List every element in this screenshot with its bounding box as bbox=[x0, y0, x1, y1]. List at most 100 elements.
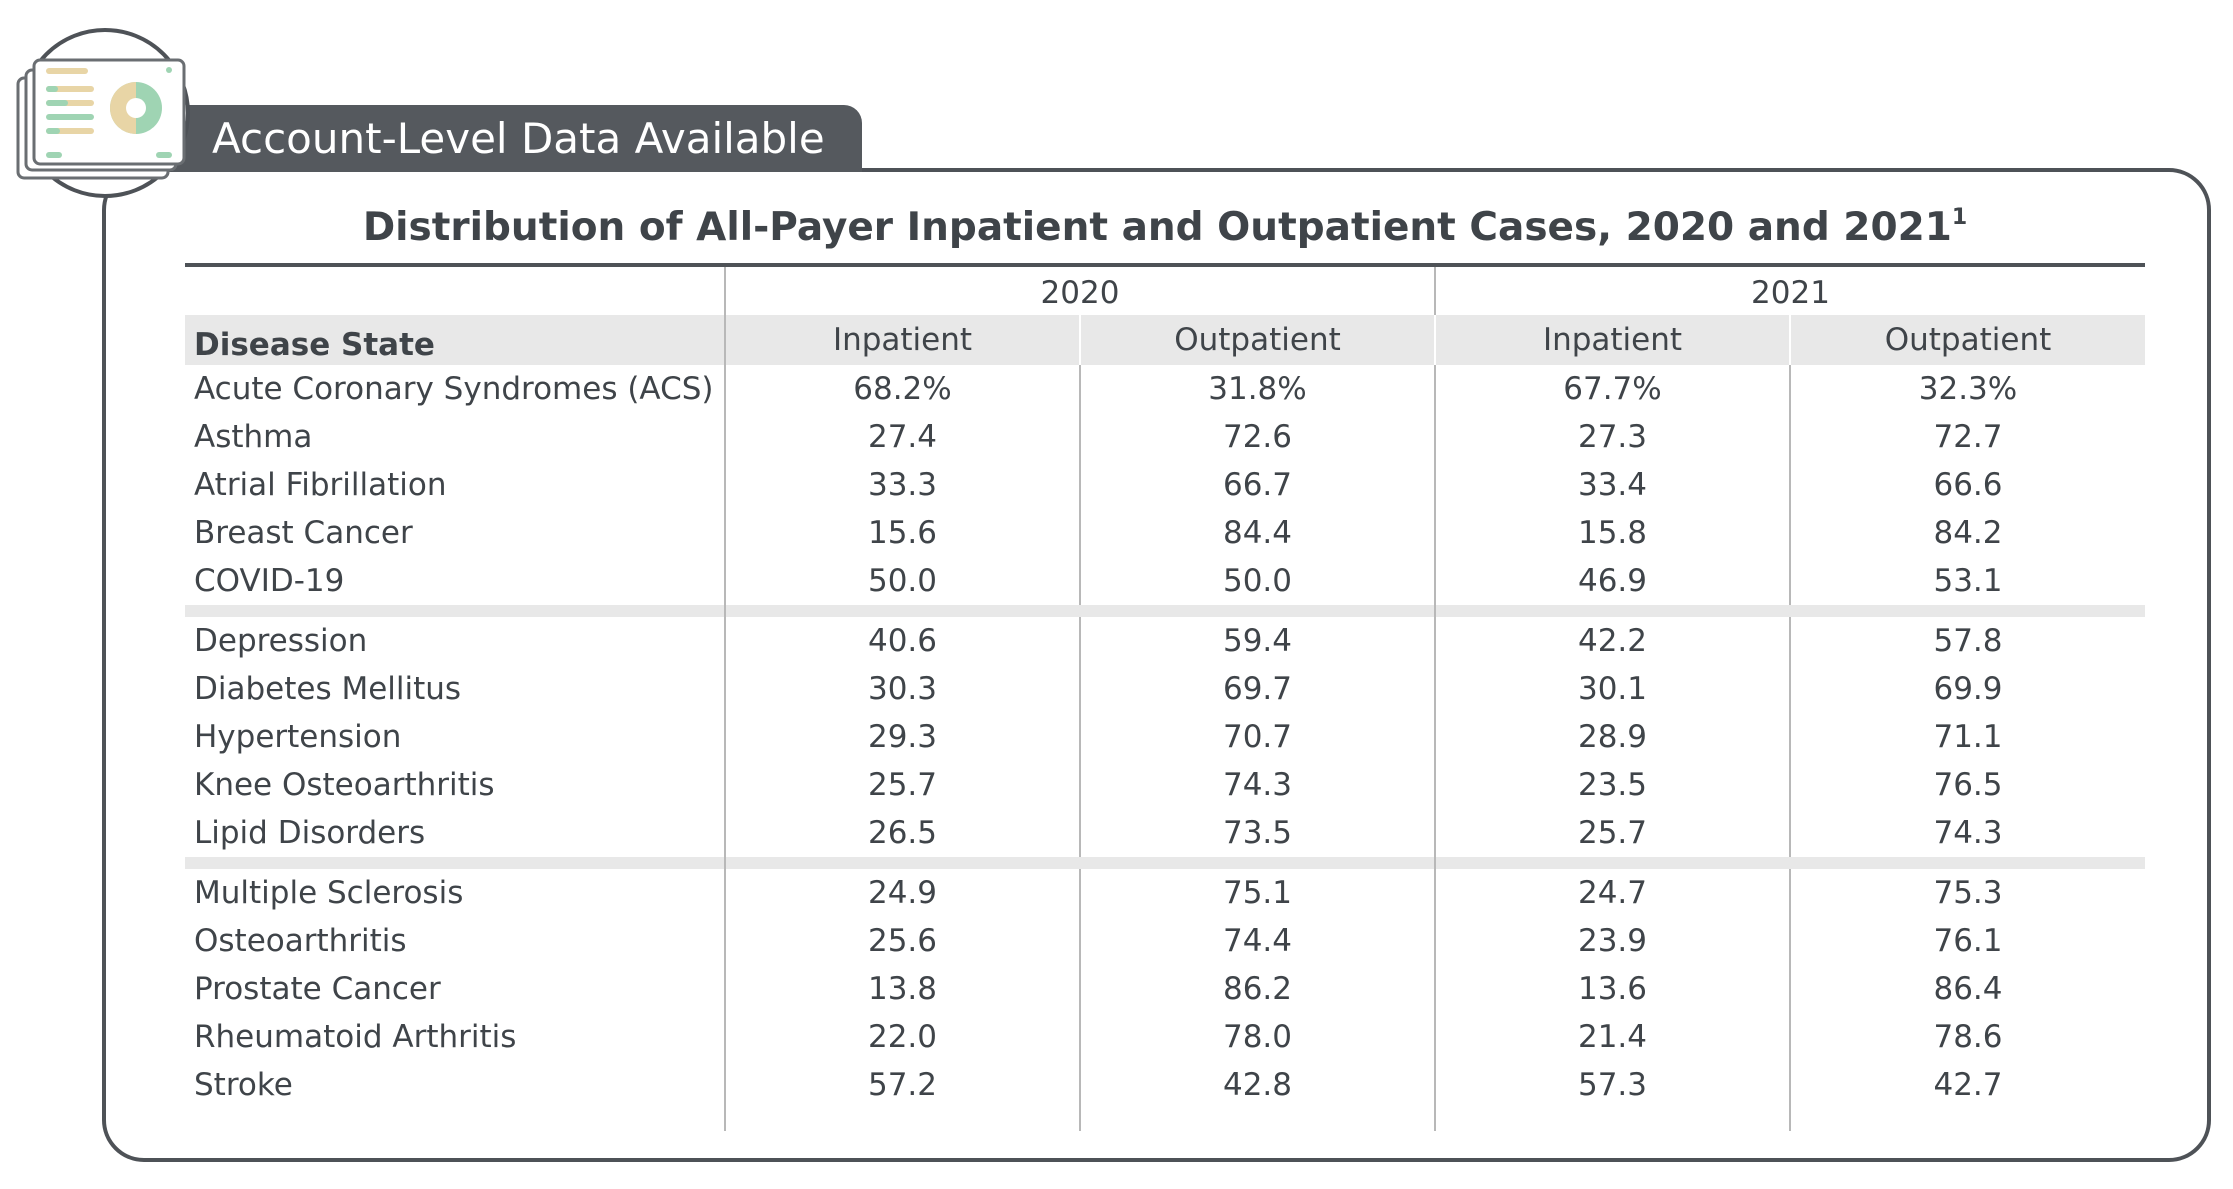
value-2021-inpatient: 30.1 bbox=[1434, 665, 1790, 713]
data-table: 2020 2021 Disease State Inpatient Outpat… bbox=[185, 267, 2145, 1131]
value-2020-outpatient: 73.5 bbox=[1079, 809, 1435, 857]
value-2021-inpatient: 15.8 bbox=[1434, 509, 1790, 557]
data-table-wrapper: 2020 2021 Disease State Inpatient Outpat… bbox=[185, 263, 2145, 1131]
table-row-acute-coronary-syndromes-acs: Acute Coronary Syndromes (ACS) 68.2% 31.8%… bbox=[185, 365, 2145, 413]
group-separator-cell bbox=[1790, 857, 2145, 869]
group-separator-cell bbox=[724, 605, 1080, 617]
value-2020-outpatient: 50.0 bbox=[1079, 557, 1435, 605]
group-separator-cell bbox=[185, 605, 725, 617]
table-row-asthma: Asthma 27.4 72.6 27.3 72.7 bbox=[185, 413, 2145, 461]
value-2020-inpatient: 50.0 bbox=[724, 557, 1080, 605]
table-row-stroke: Stroke 57.2 42.8 57.3 42.7 bbox=[185, 1061, 2145, 1109]
group-separator-cell bbox=[1080, 605, 1435, 617]
table-row-breast-cancer: Breast Cancer 15.6 84.4 15.8 84.2 bbox=[185, 509, 2145, 557]
disease-name: Rheumatoid Arthritis bbox=[194, 1019, 517, 1055]
table-title: Distribution of All-Payer Inpatient and … bbox=[185, 205, 2145, 250]
group-separator-cell bbox=[1790, 605, 2145, 617]
disease-name: Stroke bbox=[194, 1067, 293, 1103]
value-2021-inpatient: 28.9 bbox=[1434, 713, 1790, 761]
year-header-2021: 2021 bbox=[1434, 267, 2145, 315]
disease-name: Asthma bbox=[194, 419, 313, 455]
value-2020-outpatient: 75.1 bbox=[1079, 869, 1435, 917]
padding-cell bbox=[1434, 1109, 1790, 1131]
value-2020-outpatient: 69.7 bbox=[1079, 665, 1435, 713]
table-row-multiple-sclerosis: Multiple Sclerosis 24.9 75.1 24.7 75.3 bbox=[185, 869, 2145, 917]
disease-name: Lipid Disorders bbox=[194, 815, 426, 851]
table-row-knee-osteoarthritis: Knee Osteoarthritis 25.7 74.3 23.5 76.5 bbox=[185, 761, 2145, 809]
value-2021-inpatient: 23.5 bbox=[1434, 761, 1790, 809]
value-2021-outpatient: 57.8 bbox=[1789, 617, 2145, 665]
report-dashboard-icon bbox=[16, 58, 186, 180]
value-2021-outpatient: 78.6 bbox=[1789, 1013, 2145, 1061]
value-2020-outpatient: 72.6 bbox=[1079, 413, 1435, 461]
disease-name: COVID-19 bbox=[194, 563, 345, 599]
group-separator bbox=[185, 857, 2145, 869]
column-header-2020-inpatient: Inpatient bbox=[724, 315, 1080, 365]
value-2020-inpatient: 25.7 bbox=[724, 761, 1080, 809]
group-separator-cell bbox=[1080, 857, 1435, 869]
value-2021-outpatient: 42.7 bbox=[1789, 1061, 2145, 1109]
value-2021-inpatient: 24.7 bbox=[1434, 869, 1790, 917]
value-2020-outpatient: 31.8% bbox=[1079, 365, 1435, 413]
value-2020-outpatient: 66.7 bbox=[1079, 461, 1435, 509]
table-title-text: Distribution of All-Payer Inpatient and … bbox=[362, 205, 1952, 250]
value-2020-inpatient: 40.6 bbox=[724, 617, 1080, 665]
value-2021-outpatient: 84.2 bbox=[1789, 509, 2145, 557]
table-row-lipid-disorders: Lipid Disorders 26.5 73.5 25.7 74.3 bbox=[185, 809, 2145, 857]
disease-name: Multiple Sclerosis bbox=[194, 875, 464, 911]
group-separator-cell bbox=[1434, 605, 1790, 617]
disease-name: Knee Osteoarthritis bbox=[194, 767, 495, 803]
group-separator-cell bbox=[185, 857, 725, 869]
value-2020-outpatient: 70.7 bbox=[1079, 713, 1435, 761]
value-2020-inpatient: 27.4 bbox=[724, 413, 1080, 461]
value-2020-outpatient: 84.4 bbox=[1079, 509, 1435, 557]
group-separator-cell bbox=[1434, 857, 1790, 869]
padding-cell bbox=[1079, 1109, 1435, 1131]
group-separator-cell bbox=[724, 857, 1080, 869]
value-2020-inpatient: 15.6 bbox=[724, 509, 1080, 557]
value-2021-outpatient: 75.3 bbox=[1789, 869, 2145, 917]
value-2020-inpatient: 22.0 bbox=[724, 1013, 1080, 1061]
value-2021-inpatient: 42.2 bbox=[1434, 617, 1790, 665]
table-row-prostate-cancer: Prostate Cancer 13.8 86.2 13.6 86.4 bbox=[185, 965, 2145, 1013]
value-2021-inpatient: 67.7% bbox=[1434, 365, 1790, 413]
value-2021-inpatient: 25.7 bbox=[1434, 809, 1790, 857]
table-row-hypertension: Hypertension 29.3 70.7 28.9 71.1 bbox=[185, 713, 2145, 761]
padding-cell bbox=[185, 1109, 725, 1131]
disease-name: Breast Cancer bbox=[194, 515, 413, 551]
value-2021-outpatient: 76.5 bbox=[1789, 761, 2145, 809]
year-header-blank bbox=[185, 267, 725, 315]
value-2020-outpatient: 59.4 bbox=[1079, 617, 1435, 665]
column-header-2021-outpatient: Outpatient bbox=[1789, 315, 2145, 365]
value-2020-inpatient: 13.8 bbox=[724, 965, 1080, 1013]
disease-name: Atrial Fibrillation bbox=[194, 467, 447, 503]
value-2020-outpatient: 74.3 bbox=[1079, 761, 1435, 809]
disease-name: Prostate Cancer bbox=[194, 971, 441, 1007]
column-header-2020-outpatient: Outpatient bbox=[1079, 315, 1435, 365]
disease-state-header: Disease State bbox=[185, 315, 725, 365]
value-2021-outpatient: 53.1 bbox=[1789, 557, 2145, 605]
value-2021-inpatient: 46.9 bbox=[1434, 557, 1790, 605]
disease-name: Acute Coronary Syndromes (ACS) bbox=[194, 371, 714, 407]
header-tab: Account-Level Data Available bbox=[172, 105, 862, 172]
value-2021-inpatient: 23.9 bbox=[1434, 917, 1790, 965]
value-2021-inpatient: 33.4 bbox=[1434, 461, 1790, 509]
value-2021-inpatient: 27.3 bbox=[1434, 413, 1790, 461]
value-2020-inpatient: 26.5 bbox=[724, 809, 1080, 857]
column-header-2021-inpatient: Inpatient bbox=[1434, 315, 1790, 365]
table-row-depression: Depression 40.6 59.4 42.2 57.8 bbox=[185, 617, 2145, 665]
disease-name: Depression bbox=[194, 623, 368, 659]
value-2020-inpatient: 68.2% bbox=[724, 365, 1080, 413]
value-2020-inpatient: 30.3 bbox=[724, 665, 1080, 713]
value-2021-outpatient: 76.1 bbox=[1789, 917, 2145, 965]
table-bottom-padding bbox=[185, 1109, 2145, 1131]
disease-name: Osteoarthritis bbox=[194, 923, 407, 959]
value-2021-outpatient: 32.3% bbox=[1789, 365, 2145, 413]
value-2020-outpatient: 42.8 bbox=[1079, 1061, 1435, 1109]
disease-name: Diabetes Mellitus bbox=[194, 671, 462, 707]
year-header-2020: 2020 bbox=[724, 267, 1435, 315]
value-2021-outpatient: 74.3 bbox=[1789, 809, 2145, 857]
value-2021-outpatient: 72.7 bbox=[1789, 413, 2145, 461]
value-2021-inpatient: 57.3 bbox=[1434, 1061, 1790, 1109]
value-2020-outpatient: 74.4 bbox=[1079, 917, 1435, 965]
